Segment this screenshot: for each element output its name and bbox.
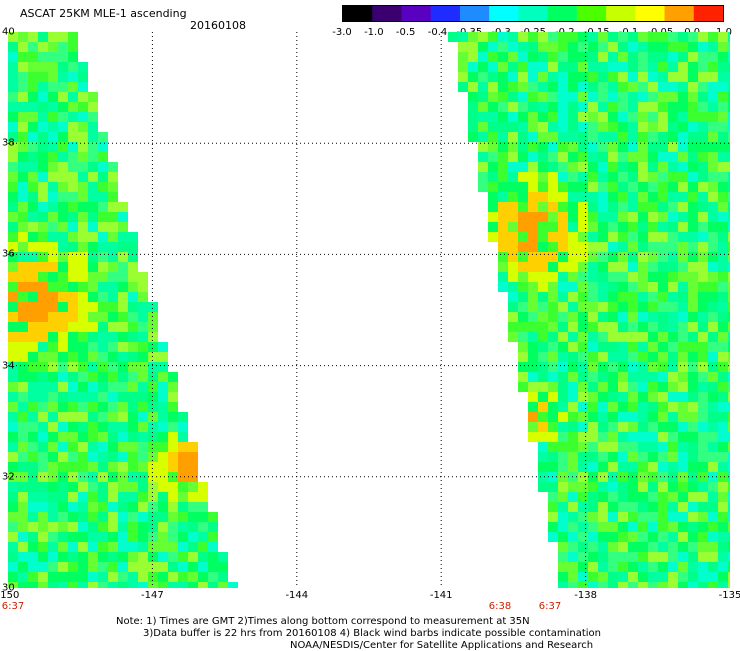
latitude-tick-label: 40 — [2, 26, 15, 38]
colorbar-segment — [664, 6, 695, 21]
colorbar-segment — [489, 6, 519, 21]
longitude-tick-label: -147 — [141, 590, 164, 601]
colorbar-segment — [606, 6, 636, 21]
latitude-tick-label: 32 — [2, 471, 15, 483]
colorbar-segment — [547, 6, 578, 21]
colorbar-segment — [401, 6, 432, 21]
colorbar-label: -0.5 — [395, 27, 416, 38]
colorbar-segment — [518, 6, 549, 21]
note-line-3: NOAA/NESDIS/Center for Satellite Applica… — [290, 640, 594, 651]
colorbar-label: -0.4 — [427, 27, 448, 38]
colorbar-segment — [693, 6, 723, 21]
note-line-1: Note: 1) Times are GMT 2)Times along bot… — [116, 616, 530, 627]
colorbar-segment — [343, 6, 373, 21]
latitude-tick-label: 36 — [2, 248, 15, 260]
colorbar-segment — [430, 6, 461, 21]
latitude-tick-label: 30 — [2, 582, 15, 594]
latitude-tick-label: 34 — [2, 360, 15, 372]
colorbar-segment — [635, 6, 666, 21]
latitude-tick-label: 38 — [2, 137, 15, 149]
time-label-east-1: 6:38 — [488, 601, 512, 612]
map-date: 20160108 — [190, 19, 246, 32]
colorbar-segment — [576, 6, 607, 21]
time-label-west: 6:37 — [1, 601, 25, 612]
note-line-2: 3)Data buffer is 22 hrs from 20160108 4)… — [143, 628, 601, 639]
longitude-tick-label: -135 — [718, 590, 740, 601]
longitude-tick-label: -144 — [285, 590, 309, 601]
time-label-east-2: 6:37 — [538, 601, 562, 612]
colorbar-label: -3.0 — [332, 27, 352, 38]
swath-map — [8, 32, 730, 588]
east-swath — [448, 32, 730, 588]
lat-lon-grid — [8, 32, 730, 588]
longitude-tick-label: -141 — [429, 590, 453, 601]
colorbar — [342, 5, 724, 22]
longitude-tick-label: -138 — [574, 590, 597, 601]
colorbar-label: -1.0 — [364, 27, 384, 38]
colorbar-segment — [459, 6, 490, 21]
map-title: ASCAT 25KM MLE-1 ascending — [20, 7, 187, 20]
longitude-tick-label: -150 — [0, 590, 20, 601]
west-swath — [8, 32, 238, 588]
colorbar-segment — [372, 6, 402, 21]
